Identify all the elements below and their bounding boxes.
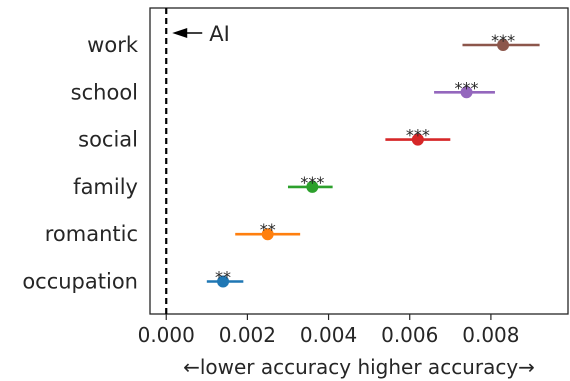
- y-category-label: work: [87, 33, 139, 57]
- y-category-label: occupation: [22, 270, 138, 294]
- estimate-point: [411, 133, 424, 146]
- significance-label: **: [215, 268, 231, 287]
- x-tick-label: 0.004: [300, 323, 357, 347]
- y-category-label: school: [71, 80, 138, 104]
- ai-annotation: AI: [172, 22, 230, 46]
- significance-label: ***: [406, 126, 430, 145]
- significance-label: ***: [300, 173, 324, 192]
- point-group-social: ***: [385, 126, 451, 146]
- point-group-school: ***: [434, 78, 495, 99]
- y-category-label: romantic: [45, 222, 138, 246]
- estimate-point: [261, 228, 274, 241]
- point-group-work: ***: [462, 31, 540, 51]
- x-tick-label: 0.008: [462, 323, 519, 347]
- point-group-romantic: **: [235, 220, 301, 241]
- x-axis-label: ←lower accuracy higher accuracy→: [183, 355, 535, 379]
- estimate-point: [306, 180, 319, 193]
- estimate-point: [497, 39, 510, 51]
- x-tick-label: 0.002: [219, 323, 276, 347]
- significance-label: ***: [491, 31, 515, 50]
- y-category-label: social: [78, 128, 138, 152]
- ai-label: AI: [209, 22, 230, 46]
- y-category-label: family: [73, 175, 138, 199]
- significance-label: **: [260, 220, 276, 239]
- x-axis: 0.000 0.002 0.004 0.006 0.008: [138, 314, 520, 347]
- estimate-point: [460, 86, 473, 99]
- y-axis-labels: work school social family romantic occupation: [22, 33, 139, 294]
- plot-area: [149, 7, 569, 315]
- significance-label: ***: [455, 78, 479, 97]
- point-group-occupation: **: [206, 268, 244, 288]
- x-tick-label: 0.000: [138, 323, 195, 347]
- ai-arrow-head: [172, 28, 188, 38]
- point-group-family: ***: [287, 173, 333, 193]
- estimate-point: [217, 275, 230, 288]
- chart-marks: ****************: [206, 31, 540, 288]
- x-tick-label: 0.006: [381, 323, 438, 347]
